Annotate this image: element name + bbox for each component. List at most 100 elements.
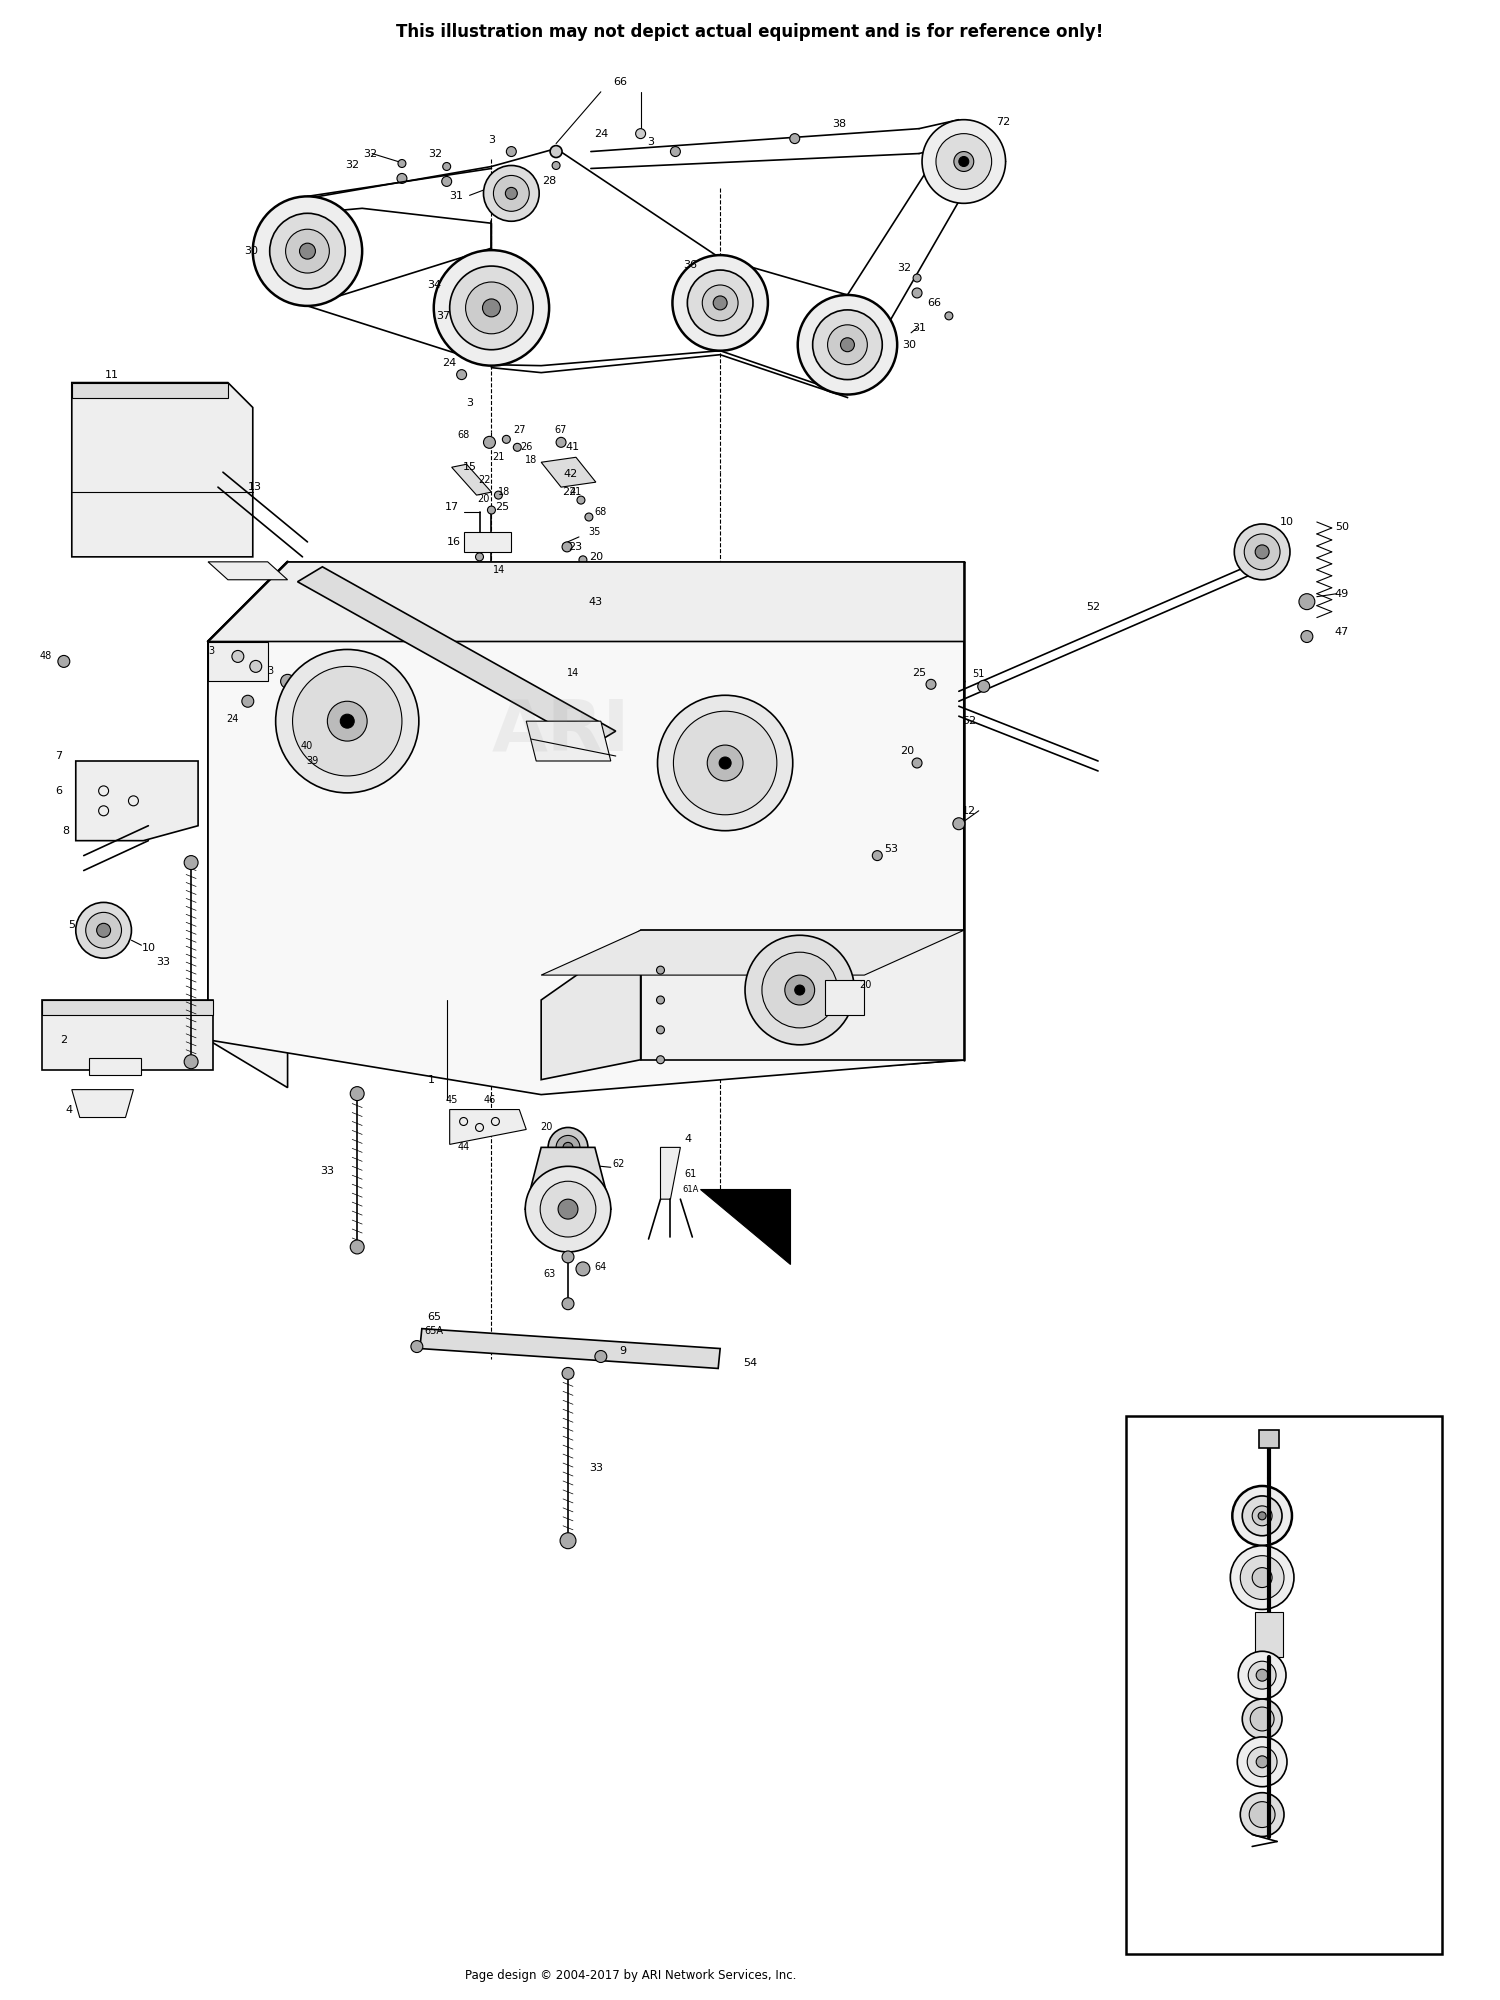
Text: 41: 41 <box>570 488 582 498</box>
Text: 26: 26 <box>520 442 532 452</box>
Circle shape <box>1300 630 1312 642</box>
Text: 69: 69 <box>1310 1462 1324 1472</box>
Circle shape <box>795 986 804 996</box>
Circle shape <box>1299 594 1316 610</box>
Text: 4: 4 <box>686 1134 692 1144</box>
Circle shape <box>350 1086 364 1100</box>
Text: 20: 20 <box>477 494 489 504</box>
Text: 33: 33 <box>156 958 171 968</box>
Text: 24: 24 <box>226 714 238 724</box>
Circle shape <box>1242 1700 1282 1738</box>
Text: 35: 35 <box>588 526 602 536</box>
Text: 62: 62 <box>612 1160 626 1170</box>
Circle shape <box>1244 534 1280 570</box>
Circle shape <box>706 746 742 780</box>
Text: 1: 1 <box>429 1074 435 1084</box>
Circle shape <box>562 1142 573 1152</box>
Circle shape <box>476 552 483 560</box>
Circle shape <box>1239 1652 1286 1700</box>
Polygon shape <box>297 566 615 746</box>
Bar <box>1256 1612 1282 1658</box>
Circle shape <box>687 270 753 336</box>
Text: 65: 65 <box>427 1312 441 1322</box>
Circle shape <box>1252 1506 1272 1526</box>
Circle shape <box>86 912 122 948</box>
Circle shape <box>254 196 362 306</box>
Text: 30: 30 <box>902 340 916 350</box>
Text: 48: 48 <box>40 652 53 662</box>
Circle shape <box>798 294 897 394</box>
Circle shape <box>398 160 406 168</box>
Circle shape <box>1246 1746 1276 1776</box>
Text: 68: 68 <box>458 430 470 440</box>
Circle shape <box>483 298 501 316</box>
Polygon shape <box>464 532 512 552</box>
Circle shape <box>327 702 368 742</box>
Text: 3: 3 <box>488 134 495 144</box>
Text: 10: 10 <box>1280 516 1294 526</box>
Circle shape <box>507 146 516 156</box>
Circle shape <box>494 176 530 212</box>
Circle shape <box>350 1240 364 1254</box>
Text: ARI: ARI <box>492 696 630 766</box>
Circle shape <box>184 856 198 870</box>
Text: 13: 13 <box>248 482 262 492</box>
Text: 6: 6 <box>56 786 63 796</box>
Circle shape <box>657 996 664 1004</box>
Text: This illustration may not depict actual equipment and is for reference only!: This illustration may not depict actual … <box>396 24 1104 42</box>
Text: 18: 18 <box>498 488 510 498</box>
Polygon shape <box>42 1000 213 1070</box>
Text: 5: 5 <box>69 920 75 930</box>
Circle shape <box>840 338 855 352</box>
Bar <box>1258 1430 1280 1448</box>
Circle shape <box>636 128 645 138</box>
Circle shape <box>562 542 572 552</box>
Text: 22: 22 <box>478 476 490 486</box>
Text: 32: 32 <box>897 264 910 274</box>
Text: 19: 19 <box>1209 1812 1222 1822</box>
Circle shape <box>76 902 132 958</box>
Circle shape <box>506 188 518 200</box>
Circle shape <box>576 1262 590 1276</box>
Circle shape <box>926 680 936 690</box>
Circle shape <box>657 1056 664 1064</box>
Text: 68: 68 <box>594 508 608 518</box>
Circle shape <box>1250 1708 1274 1730</box>
Circle shape <box>558 1200 578 1220</box>
Circle shape <box>718 758 730 768</box>
Circle shape <box>579 556 586 564</box>
Text: 20: 20 <box>590 552 603 562</box>
Text: 60: 60 <box>1308 1522 1322 1532</box>
Circle shape <box>562 1368 574 1380</box>
Circle shape <box>486 568 496 578</box>
Circle shape <box>562 1250 574 1262</box>
Text: 20: 20 <box>540 1122 552 1132</box>
Circle shape <box>556 1136 580 1160</box>
Text: 11: 11 <box>105 370 118 380</box>
Text: 22: 22 <box>562 488 576 498</box>
Circle shape <box>540 1182 596 1238</box>
Circle shape <box>456 370 466 380</box>
Text: 17: 17 <box>444 502 459 512</box>
Circle shape <box>548 1128 588 1168</box>
Text: 65A: 65A <box>424 1326 444 1336</box>
Text: 71: 71 <box>1209 1714 1222 1724</box>
Circle shape <box>657 966 664 974</box>
Circle shape <box>495 492 502 500</box>
Polygon shape <box>42 1000 213 1014</box>
Circle shape <box>450 266 532 350</box>
Text: 12: 12 <box>962 806 976 816</box>
Text: 61: 61 <box>684 1170 696 1180</box>
Polygon shape <box>209 642 267 682</box>
Circle shape <box>578 496 585 504</box>
Circle shape <box>922 120 1005 204</box>
Text: 55: 55 <box>1308 1752 1322 1762</box>
Circle shape <box>556 438 566 448</box>
Text: 36: 36 <box>684 260 698 270</box>
Circle shape <box>914 274 921 282</box>
Circle shape <box>276 650 419 792</box>
Circle shape <box>828 324 867 364</box>
Text: 16: 16 <box>447 536 460 546</box>
Circle shape <box>285 230 330 274</box>
Circle shape <box>585 514 592 522</box>
